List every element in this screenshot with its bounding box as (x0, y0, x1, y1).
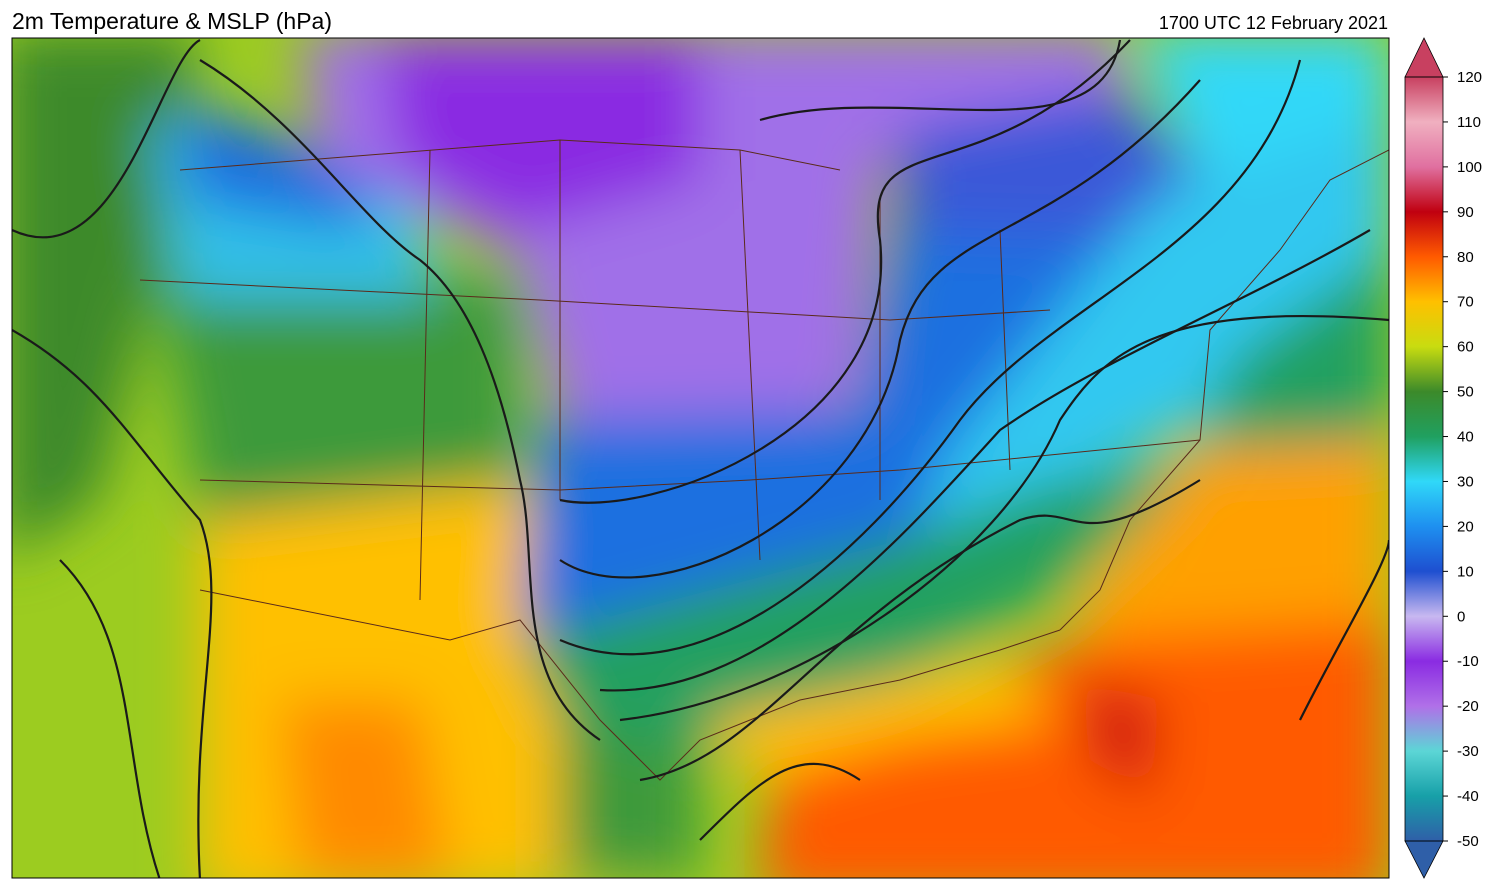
temperature-field (12, 38, 1389, 878)
colorbar-tick-label: 0 (1457, 608, 1465, 625)
colorbar-tick-label: 20 (1457, 518, 1474, 535)
colorbar-tick-label: -50 (1457, 833, 1479, 850)
colorbar-tick-label: 110 (1457, 114, 1481, 131)
colorbar-tick-label: 120 (1457, 69, 1482, 86)
colorbar-tick-label: 50 (1457, 384, 1474, 401)
colorbar-tick-label: 10 (1457, 563, 1474, 580)
colorbar-body (1405, 77, 1443, 841)
colorbar-frame (1404, 76, 1444, 842)
boundaries (139, 139, 1389, 781)
map-frame (11, 37, 1390, 879)
colorbar-tick-label: 30 (1457, 473, 1474, 490)
colorbar-tick-label: 80 (1457, 249, 1474, 266)
valid-time: 1700 UTC 12 February 2021 (1159, 13, 1388, 33)
colorbar-tick-label: 40 (1457, 429, 1474, 446)
colorbar-tick-label: -10 (1457, 653, 1479, 670)
isobars (12, 39, 1389, 878)
colorbar-tick-label: 70 (1457, 294, 1474, 311)
colorbar-bottom-arrow (1404, 840, 1444, 879)
title: 2m Temperature & MSLP (hPa) (12, 8, 332, 34)
map (12, 38, 1389, 878)
colorbar-tick-label: 60 (1457, 339, 1474, 356)
colorbar-tick-label: -30 (1457, 743, 1479, 760)
colorbar-top-arrow (1404, 37, 1444, 78)
colorbar-tick-label: 100 (1457, 159, 1482, 176)
colorbar-tick-label: -20 (1457, 698, 1479, 715)
colorbar-tick-label: -40 (1457, 788, 1479, 805)
colorbar: -50 -40 -30 -20 -10 0 10 20 30 40 50 60 70 80 90 100 110… (1404, 37, 1482, 879)
colorbar-tick-label: 90 (1457, 204, 1474, 221)
